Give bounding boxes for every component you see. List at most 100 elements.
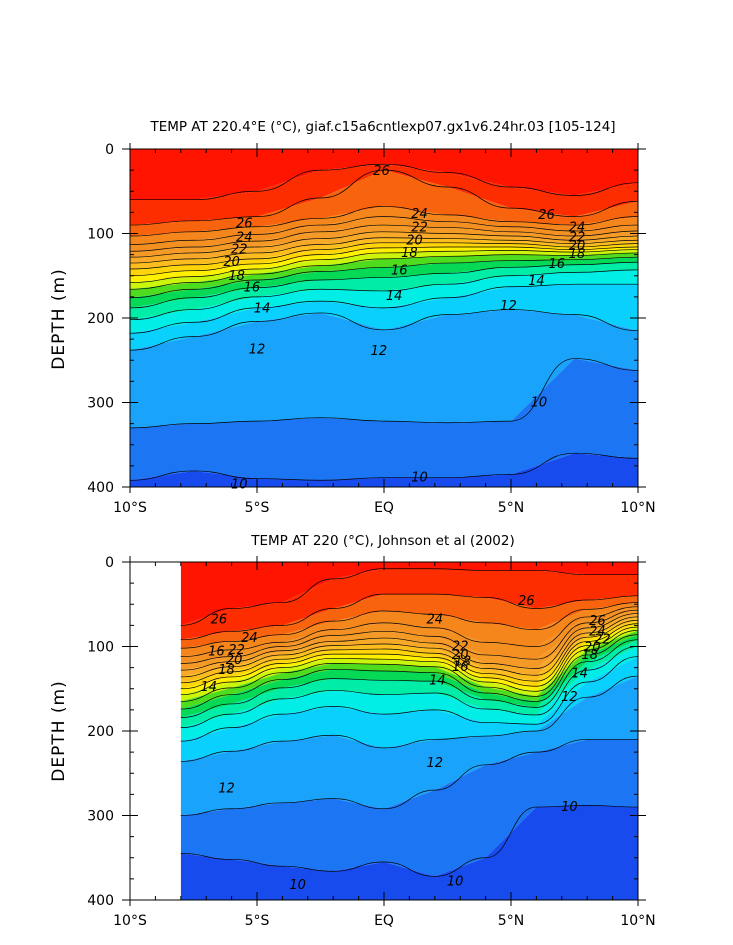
contour-label: 24 bbox=[411, 207, 428, 222]
contour-label: 20 bbox=[223, 255, 240, 270]
contour-label: 26 bbox=[211, 612, 228, 627]
contour-label: 20 bbox=[226, 653, 243, 668]
y-tick-label: 100 bbox=[87, 227, 114, 243]
temperature-band bbox=[180, 656, 639, 762]
isotherm-24 bbox=[129, 216, 639, 245]
isotherm-27 bbox=[130, 163, 639, 201]
isotherm-14 bbox=[180, 646, 639, 728]
x-tick-label: 5°S bbox=[245, 500, 270, 516]
contour-label: 20 bbox=[584, 640, 601, 655]
isotherm-19 bbox=[180, 623, 639, 690]
panel-model-ylabel: DEPTH (m) bbox=[49, 268, 69, 369]
contour-label: 22 bbox=[452, 640, 469, 655]
contour-label: 10 bbox=[231, 477, 248, 492]
temperature-band bbox=[180, 610, 639, 671]
contour-label: 16 bbox=[391, 264, 408, 279]
panel-model-title: TEMP AT 220.4°E (°C), giaf.c15a6cntlexp0… bbox=[149, 119, 615, 135]
isotherm-17 bbox=[129, 252, 639, 290]
temperature-band bbox=[180, 739, 639, 877]
y-tick-label: 300 bbox=[87, 809, 114, 825]
isotherm-27 bbox=[180, 568, 638, 626]
isotherm-22 bbox=[180, 613, 639, 671]
x-tick-label: 10°S bbox=[113, 913, 147, 929]
temperature-band bbox=[180, 634, 639, 718]
isotherm-18 bbox=[129, 249, 639, 283]
contour-label: 26 bbox=[236, 216, 253, 231]
contour-label: 14 bbox=[429, 673, 446, 688]
isotherm-21 bbox=[180, 616, 639, 678]
contour-label: 18 bbox=[218, 663, 235, 678]
isotherm-25 bbox=[180, 602, 639, 649]
y-tick-label: 200 bbox=[87, 724, 114, 740]
x-tick-label: 5°N bbox=[498, 500, 524, 516]
panel-observed-title: TEMP AT 220 (°C), Johnson et al (2002) bbox=[250, 533, 515, 549]
panel-model-temperature-fill bbox=[130, 149, 638, 487]
contour-label: 18 bbox=[228, 269, 245, 284]
contour-label: 22 bbox=[228, 643, 245, 658]
panel-observed-isotherms bbox=[180, 568, 639, 877]
contour-label: 22 bbox=[569, 231, 586, 246]
y-tick-label: 300 bbox=[87, 396, 114, 412]
panel-observed-ylabel: DEPTH (m) bbox=[49, 680, 69, 781]
temperature-band bbox=[180, 562, 639, 626]
contour-label: 12 bbox=[427, 756, 444, 771]
isotherm-26 bbox=[129, 169, 639, 226]
temperature-band bbox=[130, 269, 638, 334]
contour-label: 12 bbox=[218, 781, 235, 796]
temperature-band bbox=[130, 170, 638, 237]
temperature-band bbox=[180, 627, 639, 702]
contour-label: 24 bbox=[236, 231, 253, 246]
isotherm-24 bbox=[180, 606, 639, 657]
isotherm-23 bbox=[129, 224, 639, 252]
temperature-band bbox=[180, 616, 639, 683]
isotherm-12 bbox=[129, 309, 639, 351]
contour-label: 22 bbox=[594, 633, 611, 648]
panel-observed-axes: 10°S 5°S EQ 5°N 10°N 0 100 200 300 400 bbox=[87, 555, 655, 929]
temperature-band bbox=[180, 620, 639, 689]
temperature-band bbox=[180, 602, 639, 657]
temperature-band bbox=[180, 639, 639, 728]
isotherm-13 bbox=[129, 283, 638, 334]
no-data-region bbox=[130, 562, 181, 900]
contour-label: 12 bbox=[249, 342, 266, 357]
isotherm-19 bbox=[129, 246, 639, 277]
y-tick-label: 0 bbox=[105, 555, 114, 571]
y-tick-label: 100 bbox=[87, 640, 114, 656]
contour-label: 24 bbox=[569, 221, 586, 236]
isotherm-11 bbox=[180, 739, 638, 816]
contour-label: 10 bbox=[289, 878, 306, 893]
isotherm-12 bbox=[180, 675, 639, 762]
contour-label: 16 bbox=[452, 660, 469, 675]
y-tick-label: 400 bbox=[87, 893, 114, 909]
temperature-band bbox=[180, 613, 639, 677]
contour-label: 22 bbox=[411, 221, 428, 236]
temperature-band bbox=[130, 252, 638, 298]
temperature-band bbox=[130, 247, 638, 283]
isotherm-15 bbox=[180, 639, 639, 718]
temperature-band bbox=[180, 676, 639, 816]
temperature-band bbox=[130, 358, 638, 481]
isotherm-23 bbox=[180, 609, 639, 664]
contour-label: 12 bbox=[561, 690, 578, 705]
contour-label: 16 bbox=[244, 281, 261, 296]
panel-model-isotherms bbox=[129, 163, 639, 481]
y-tick-label: 200 bbox=[87, 311, 114, 327]
y-tick-label: 400 bbox=[87, 480, 114, 496]
contour-label: 26 bbox=[518, 594, 535, 609]
isotherm-17 bbox=[180, 630, 639, 702]
temperature-band bbox=[130, 249, 638, 290]
temperature-band bbox=[130, 309, 638, 428]
contour-label: 14 bbox=[254, 302, 271, 317]
x-tick-label: 5°N bbox=[498, 913, 524, 929]
temperature-band bbox=[130, 284, 638, 351]
isotherm-16 bbox=[180, 634, 639, 710]
panel-observed-contour-labels: 2624222018161412242220181614122614122624… bbox=[200, 594, 610, 893]
panel-observed: TEMP AT 220 (°C), Johnson et al (2002) 2… bbox=[49, 533, 656, 929]
contour-label: 14 bbox=[386, 289, 403, 304]
x-tick-label: 10°S bbox=[113, 500, 147, 516]
contour-label: 24 bbox=[241, 631, 258, 646]
contour-label: 26 bbox=[538, 208, 555, 223]
temperature-band bbox=[180, 568, 639, 640]
x-tick-label: 5°S bbox=[245, 913, 270, 929]
